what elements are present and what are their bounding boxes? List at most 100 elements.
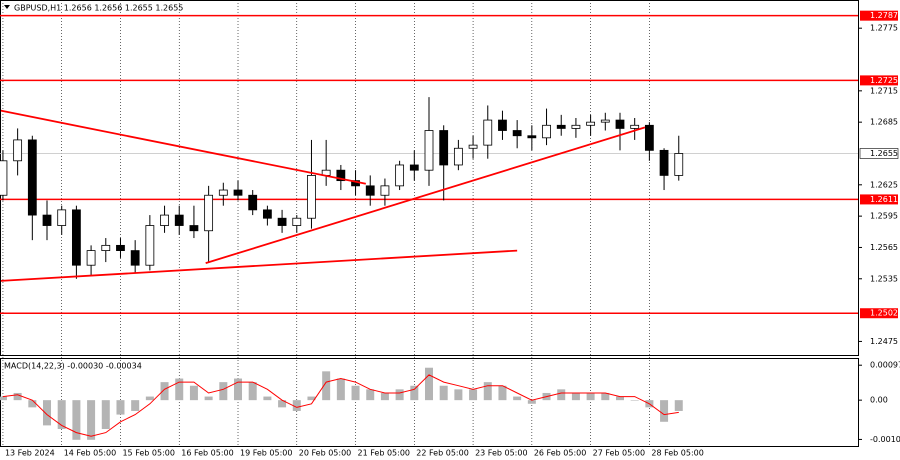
candle-body bbox=[674, 153, 684, 176]
macd-bar bbox=[557, 389, 566, 401]
macd-bar bbox=[586, 392, 595, 401]
macd-bar bbox=[116, 400, 125, 415]
candle-body bbox=[380, 185, 390, 196]
candle-body bbox=[468, 144, 478, 149]
candle-body bbox=[204, 194, 214, 232]
candle-body bbox=[160, 214, 169, 226]
candle-body bbox=[615, 119, 625, 129]
macd-bar bbox=[234, 378, 243, 401]
level-label: 1.2502 bbox=[870, 309, 898, 318]
x-tick-label: 20 Feb 05:00 bbox=[299, 449, 351, 458]
level-label: 1.2787 bbox=[870, 11, 898, 20]
macd-bar bbox=[351, 385, 360, 401]
y-tick-label: 0.00097 bbox=[870, 361, 900, 370]
y-tick-label: 1.2475 bbox=[870, 337, 898, 346]
x-tick-label: 28 Feb 05:00 bbox=[651, 449, 703, 458]
candle-body bbox=[453, 147, 463, 166]
level-box bbox=[860, 10, 898, 21]
macd-bar bbox=[160, 382, 169, 401]
candle-body bbox=[116, 244, 125, 251]
candle-body bbox=[644, 124, 654, 151]
macd-bar bbox=[660, 400, 669, 422]
macd-bar bbox=[630, 400, 639, 401]
candle-body bbox=[600, 119, 610, 123]
x-tick-label: 16 Feb 05:00 bbox=[181, 449, 233, 458]
macd-bar bbox=[43, 400, 52, 426]
macd-bar bbox=[615, 396, 624, 401]
candle-body bbox=[542, 124, 551, 139]
trendline bbox=[205, 126, 646, 264]
x-tick-label: 23 Feb 05:00 bbox=[475, 449, 527, 458]
candle-body bbox=[27, 139, 37, 216]
candle-body bbox=[218, 189, 228, 196]
candle-body bbox=[71, 209, 81, 266]
macd-bar bbox=[72, 400, 81, 440]
candle-body bbox=[57, 209, 67, 226]
candle-body bbox=[13, 139, 23, 162]
y-tick-label: 1.2625 bbox=[870, 180, 898, 189]
candle-body bbox=[571, 124, 581, 129]
candle-body bbox=[292, 217, 302, 226]
macd-bar bbox=[189, 385, 198, 401]
candle-body bbox=[527, 135, 537, 139]
y-tick-label: 1.2685 bbox=[870, 118, 898, 127]
candle-body bbox=[512, 130, 522, 137]
macd-bar bbox=[322, 371, 331, 401]
candle-body bbox=[248, 194, 258, 211]
x-tick-label: 26 Feb 05:00 bbox=[534, 449, 586, 458]
macd-bar bbox=[513, 396, 522, 401]
macd-bar bbox=[454, 389, 463, 401]
level-box bbox=[860, 308, 898, 319]
macd-bar bbox=[0, 396, 7, 401]
x-tick-label: 15 Feb 05:00 bbox=[122, 449, 174, 458]
level-box bbox=[860, 194, 898, 205]
macd-bar bbox=[527, 400, 536, 404]
x-tick-label: 14 Feb 05:00 bbox=[64, 449, 116, 458]
candle-body bbox=[262, 209, 272, 219]
candle-body bbox=[233, 189, 243, 196]
macd-bar bbox=[469, 389, 478, 401]
price-header: GBPUSD,H1 1.2656 1.2656 1.2655 1.2655 bbox=[14, 4, 183, 13]
trendline bbox=[0, 109, 367, 185]
macd-bar bbox=[395, 389, 404, 401]
macd-bar bbox=[219, 382, 228, 401]
macd-bar bbox=[13, 392, 22, 401]
x-tick-label: 27 Feb 05:00 bbox=[593, 449, 645, 458]
y-tick-label: 1.2715 bbox=[870, 86, 898, 95]
y-tick-label: -0.00109 bbox=[870, 435, 900, 444]
level-label: 1.2725 bbox=[870, 76, 898, 85]
macd-bar bbox=[483, 382, 492, 401]
macd-bar bbox=[204, 396, 213, 401]
y-tick-label: 1.2775 bbox=[870, 24, 898, 33]
macd-bar bbox=[425, 367, 433, 401]
level-label: 1.2611 bbox=[870, 195, 898, 204]
header-arrow bbox=[4, 5, 10, 9]
candle-body bbox=[174, 214, 184, 226]
candle-body bbox=[277, 217, 287, 226]
macd-bar bbox=[336, 378, 345, 401]
x-tick-label: 19 Feb 05:00 bbox=[240, 449, 292, 458]
macd-bar bbox=[131, 400, 140, 411]
macd-bar bbox=[674, 400, 683, 411]
macd-bar bbox=[263, 396, 272, 401]
y-tick-label: 1.2535 bbox=[870, 274, 898, 283]
candle-body bbox=[659, 149, 669, 176]
candle-body bbox=[498, 119, 507, 131]
y-tick-label: 0.00 bbox=[870, 396, 888, 405]
macd-bar bbox=[57, 400, 66, 429]
y-tick-label: 1.2595 bbox=[870, 212, 898, 221]
level-box bbox=[860, 75, 898, 86]
candle-body bbox=[586, 121, 596, 126]
trendline bbox=[0, 249, 518, 282]
macd-bar bbox=[498, 385, 507, 401]
macd-bar bbox=[101, 400, 110, 429]
candle-body bbox=[395, 164, 405, 187]
macd-bar bbox=[292, 400, 301, 411]
x-tick-label: 13 Feb 2024 bbox=[5, 449, 55, 458]
macd-panel bbox=[0, 358, 859, 447]
candle-body bbox=[130, 250, 140, 266]
candle-body bbox=[483, 119, 493, 146]
x-tick-label: 21 Feb 05:00 bbox=[358, 449, 410, 458]
